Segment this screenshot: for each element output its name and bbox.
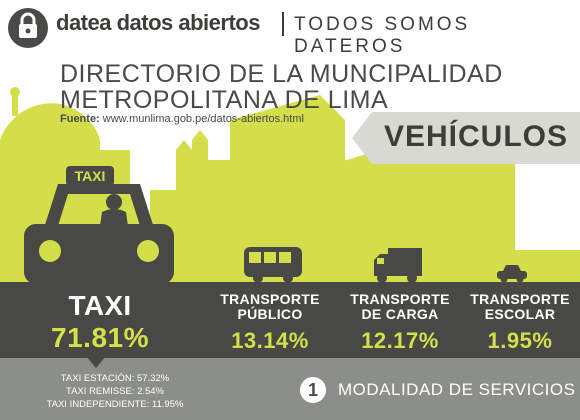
bus-icon — [244, 247, 302, 283]
brand-name: datea datos abiertos — [56, 10, 260, 35]
header-separator — [282, 12, 284, 36]
taxi-breakdown-item: TAXI ESTACIÓN: 57.32% — [60, 373, 170, 384]
transporte-carga-label: TRANSPORTE DE CARGA — [340, 292, 460, 322]
vehicles-banner-text: VEHÍCULOS — [384, 120, 569, 153]
transporte-carga-label-line2: DE CARGA — [361, 306, 439, 322]
taxi-stat-label: TAXI — [68, 290, 132, 321]
transporte-publico-label-line2: PÚBLICO — [237, 306, 303, 322]
source-url: www.munlima.gob.pe/datos-abiertos.html — [102, 113, 304, 125]
transporte-publico-label: TRANSPORTE PÚBLICO — [210, 292, 330, 322]
tagline: TODOS SOMOS DATEROS — [294, 14, 471, 57]
transporte-escolar-label-line2: ESCOLAR — [484, 306, 556, 322]
transporte-carga-label-line1: TRANSPORTE — [350, 291, 450, 307]
transporte-carga-value: 12.17% — [361, 328, 439, 353]
truck-icon — [374, 248, 422, 283]
taxi-pointer — [86, 356, 106, 368]
vehicles-banner — [352, 112, 580, 164]
stats-band — [0, 282, 580, 358]
page-title-line1: DIRECTORIO DE LA MUNCIPALIDAD — [60, 60, 503, 88]
transporte-escolar-value: 1.95% — [487, 328, 553, 353]
school-car-icon — [497, 265, 527, 283]
taxi-stat-value: 71.81% — [51, 322, 149, 353]
footer-band — [0, 358, 580, 420]
page-title-line2: METROPOLITANA DE LIMA — [60, 86, 389, 114]
source-line: Fuente: www.munlima.gob.pe/datos-abierto… — [60, 113, 304, 125]
lock-chat-icon — [8, 8, 48, 48]
source-label: Fuente: — [60, 113, 100, 125]
taxi-breakdown-item: TAXI REMISSE: 2.54% — [65, 386, 165, 397]
section-number-badge: 1 — [300, 377, 326, 403]
taxi-breakdown: TAXI ESTACIÓN: 57.32% TAXI REMISSE: 2.54… — [40, 372, 190, 411]
section-title: MODALIDAD DE SERVICIOS — [338, 380, 576, 399]
taxi-breakdown-item: TAXI INDEPENDIENTE: 11.95% — [46, 399, 184, 410]
transporte-escolar-label-line1: TRANSPORTE — [470, 291, 570, 307]
taxi-sign-text: TAXI — [75, 168, 106, 184]
header — [0, 0, 580, 52]
transporte-escolar-label: TRANSPORTE ESCOLAR — [460, 292, 580, 322]
taxi-icon: TAXI — [24, 166, 174, 298]
transporte-publico-value: 13.14% — [231, 328, 309, 353]
transporte-publico-label-line1: TRANSPORTE — [220, 291, 320, 307]
